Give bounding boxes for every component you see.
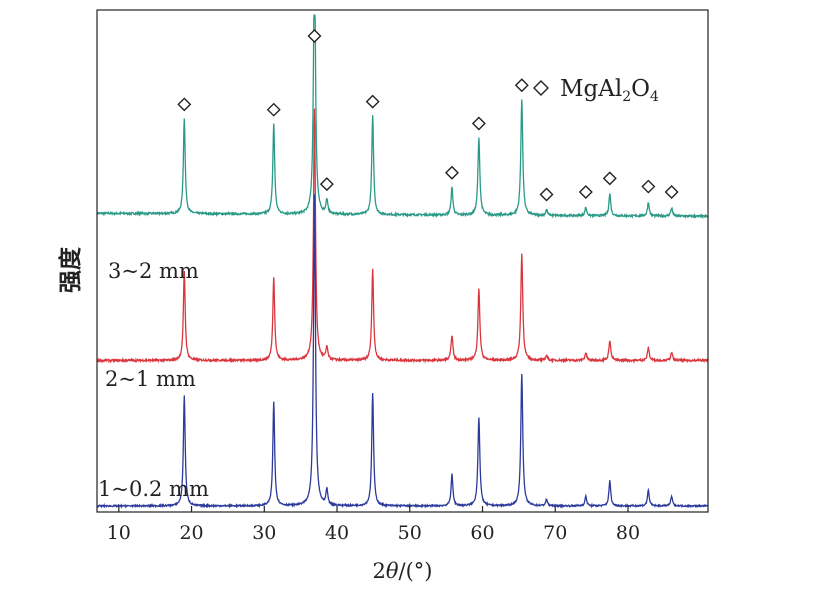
legend-diamond-marker (533, 80, 549, 96)
peak-marker-diamond (307, 29, 322, 43)
plot-frame (96, 9, 709, 513)
x-tick-label: 50 (398, 522, 422, 544)
series-label-2-1-mm: 2~1 mm (105, 367, 196, 391)
peak-marker-diamond (365, 94, 380, 109)
series-label-1-0-2-mm: 1~0.2 mm (98, 477, 209, 501)
y-axis-title: 强度 (57, 246, 84, 293)
peak-marker-diamond (177, 97, 192, 112)
legend: MgAl2O4 (533, 76, 659, 105)
series-label-3-2-mm: 3~2 mm (108, 259, 199, 283)
series-layer (96, 14, 709, 509)
peak-marker-diamond (444, 165, 459, 180)
x-tick-label: 30 (252, 522, 276, 544)
x-tick-label: 40 (325, 522, 349, 544)
legend-label: MgAl2O4 (560, 76, 659, 105)
peak-marker-diamond (514, 78, 529, 93)
series-labels: 3~2 mm 2~1 mm 1~0.2 mm (98, 259, 209, 501)
x-axis-title-part: θ (386, 559, 399, 583)
x-axis-title-part: 2 (373, 559, 386, 583)
x-tick-label: 10 (107, 522, 131, 544)
series-line-3-2-mm (96, 14, 709, 220)
x-axis-title-part: /(°) (399, 559, 433, 583)
peak-marker-diamond (266, 102, 281, 117)
series-line-2-1-mm (96, 108, 709, 364)
legend-label-part: MgAl (560, 76, 622, 102)
x-tick-label: 70 (543, 522, 567, 544)
peak-marker-diamond (539, 187, 554, 202)
series-line-1-0-2-mm (96, 194, 709, 509)
peak-marker-diamond (319, 177, 334, 192)
peak-marker-diamond (602, 171, 617, 186)
peak-marker-diamond (641, 179, 656, 194)
x-tick-label: 80 (616, 522, 640, 544)
peak-marker-diamond (664, 185, 679, 200)
peak-marker-diamond (578, 184, 593, 199)
x-tick-label: 60 (470, 522, 494, 544)
marker-layer (177, 29, 679, 202)
x-axis: 10 20 30 40 50 60 70 80 (107, 506, 640, 544)
legend-label-subscript: 2 (622, 89, 631, 105)
legend-label-part: O (631, 76, 650, 102)
peak-marker-diamond (471, 116, 486, 131)
x-tick-label: 20 (179, 522, 203, 544)
legend-label-subscript: 4 (650, 89, 659, 105)
x-axis-title: 2θ/(°) (373, 559, 433, 583)
